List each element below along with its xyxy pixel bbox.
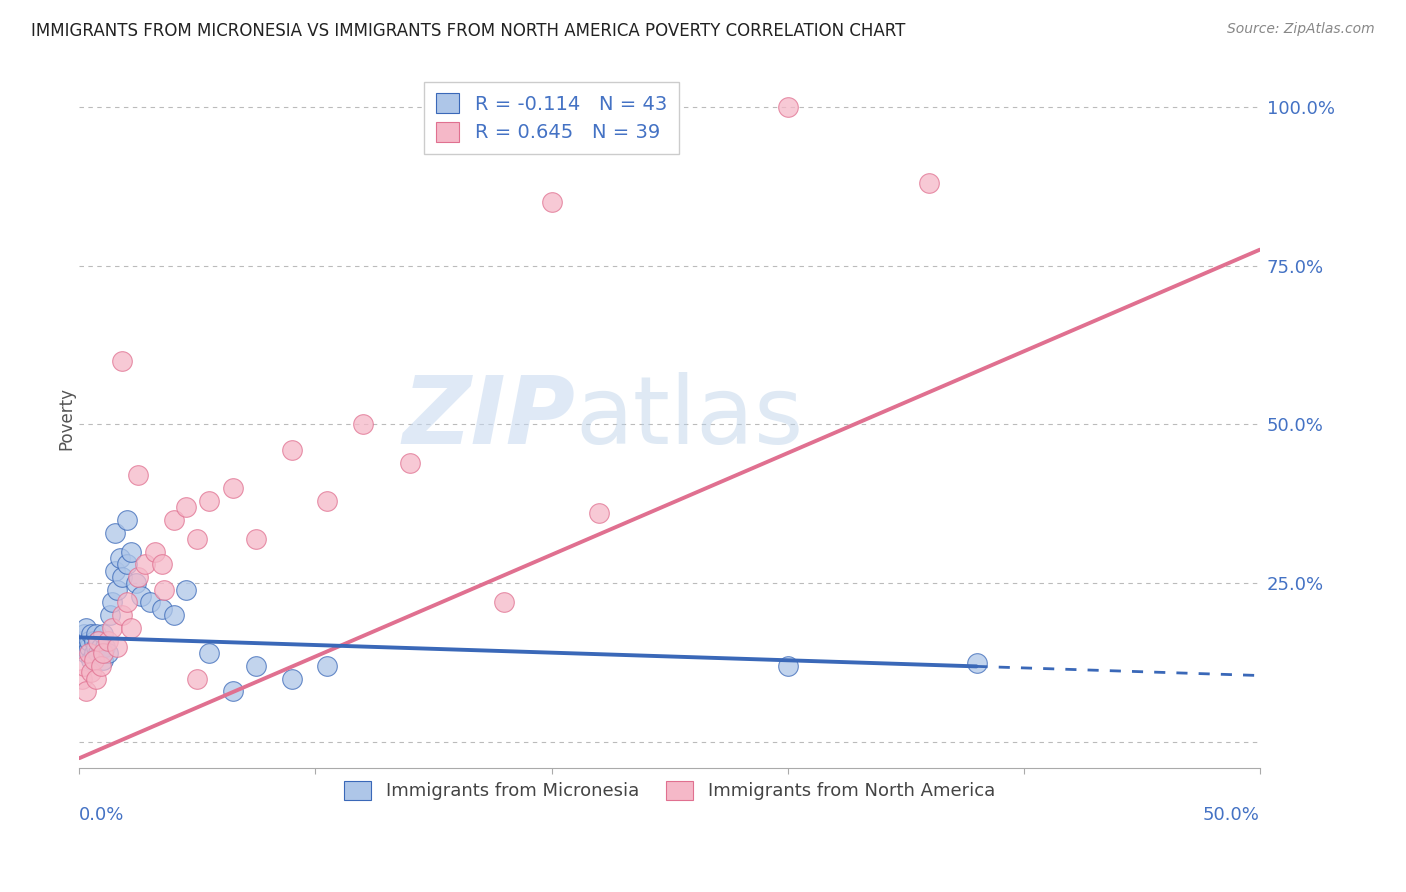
Point [70, 633, 93, 648]
Point [540, 194, 562, 209]
Point [83, 633, 105, 648]
Point [77, 640, 100, 654]
Point [150, 558, 173, 572]
Point [87, 633, 110, 648]
Point [281, 442, 304, 457]
Point [91, 646, 114, 660]
Point [90, 640, 112, 654]
Point [77, 633, 100, 648]
Point [90, 659, 112, 673]
Point [80, 627, 103, 641]
Point [97, 646, 120, 660]
Point [98, 608, 121, 623]
Y-axis label: Poverty: Poverty [58, 386, 75, 450]
Point [75, 621, 97, 635]
Point [399, 456, 422, 470]
Point [111, 354, 134, 368]
Point [186, 672, 208, 686]
Text: Source: ZipAtlas.com: Source: ZipAtlas.com [1227, 22, 1375, 37]
Point [73, 627, 96, 641]
Point [150, 602, 173, 616]
Point [101, 595, 124, 609]
Point [245, 532, 267, 546]
Point [104, 525, 127, 540]
Point [108, 551, 131, 566]
Point [776, 659, 799, 673]
Text: ZIP: ZIP [402, 372, 575, 464]
Point [73, 659, 96, 673]
Point [80, 653, 103, 667]
Point [129, 589, 152, 603]
Point [111, 608, 134, 623]
Point [222, 684, 245, 698]
Text: 50.0%: 50.0% [1204, 806, 1260, 824]
Point [111, 570, 134, 584]
Point [316, 493, 339, 508]
Point [776, 100, 799, 114]
Point [174, 582, 197, 597]
Text: IMMIGRANTS FROM MICRONESIA VS IMMIGRANTS FROM NORTH AMERICA POVERTY CORRELATION : IMMIGRANTS FROM MICRONESIA VS IMMIGRANTS… [31, 22, 905, 40]
Text: 0.0%: 0.0% [79, 806, 125, 824]
Point [70, 672, 93, 686]
Point [186, 532, 208, 546]
Point [105, 582, 128, 597]
Point [966, 656, 988, 670]
Point [84, 627, 107, 641]
Point [84, 672, 107, 686]
Point [127, 570, 149, 584]
Point [91, 627, 114, 641]
Point [588, 507, 610, 521]
Point [77, 646, 100, 660]
Point [94, 640, 117, 654]
Legend: Immigrants from Micronesia, Immigrants from North America: Immigrants from Micronesia, Immigrants f… [337, 774, 1002, 807]
Point [75, 646, 97, 660]
Point [87, 633, 110, 648]
Point [198, 493, 221, 508]
Point [352, 417, 374, 432]
Point [245, 659, 267, 673]
Point [139, 595, 162, 609]
Point [143, 544, 166, 558]
Point [153, 582, 176, 597]
Point [918, 176, 941, 190]
Point [281, 672, 304, 686]
Point [127, 468, 149, 483]
Point [163, 608, 186, 623]
Point [316, 659, 339, 673]
Point [222, 481, 245, 495]
Point [134, 558, 156, 572]
Point [494, 595, 516, 609]
Point [75, 684, 97, 698]
Point [105, 640, 128, 654]
Point [97, 633, 120, 648]
Point [101, 621, 124, 635]
Point [73, 640, 96, 654]
Text: atlas: atlas [575, 372, 803, 464]
Point [163, 513, 186, 527]
Point [174, 500, 197, 514]
Point [198, 646, 221, 660]
Point [87, 646, 110, 660]
Point [104, 564, 127, 578]
Point [91, 653, 114, 667]
Point [125, 576, 148, 591]
Point [115, 595, 138, 609]
Point [83, 646, 105, 660]
Point [115, 558, 138, 572]
Point [120, 544, 142, 558]
Point [84, 640, 107, 654]
Point [83, 653, 105, 667]
Point [80, 665, 103, 680]
Point [115, 513, 138, 527]
Point [120, 621, 142, 635]
